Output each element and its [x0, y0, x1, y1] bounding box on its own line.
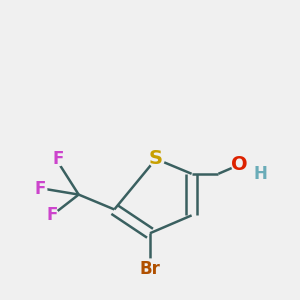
Text: F: F: [34, 180, 46, 198]
Text: F: F: [46, 206, 58, 224]
Text: O: O: [231, 155, 247, 174]
Text: S: S: [149, 149, 163, 168]
Text: Br: Br: [140, 260, 160, 278]
Text: F: F: [52, 150, 64, 168]
Text: H: H: [253, 165, 267, 183]
